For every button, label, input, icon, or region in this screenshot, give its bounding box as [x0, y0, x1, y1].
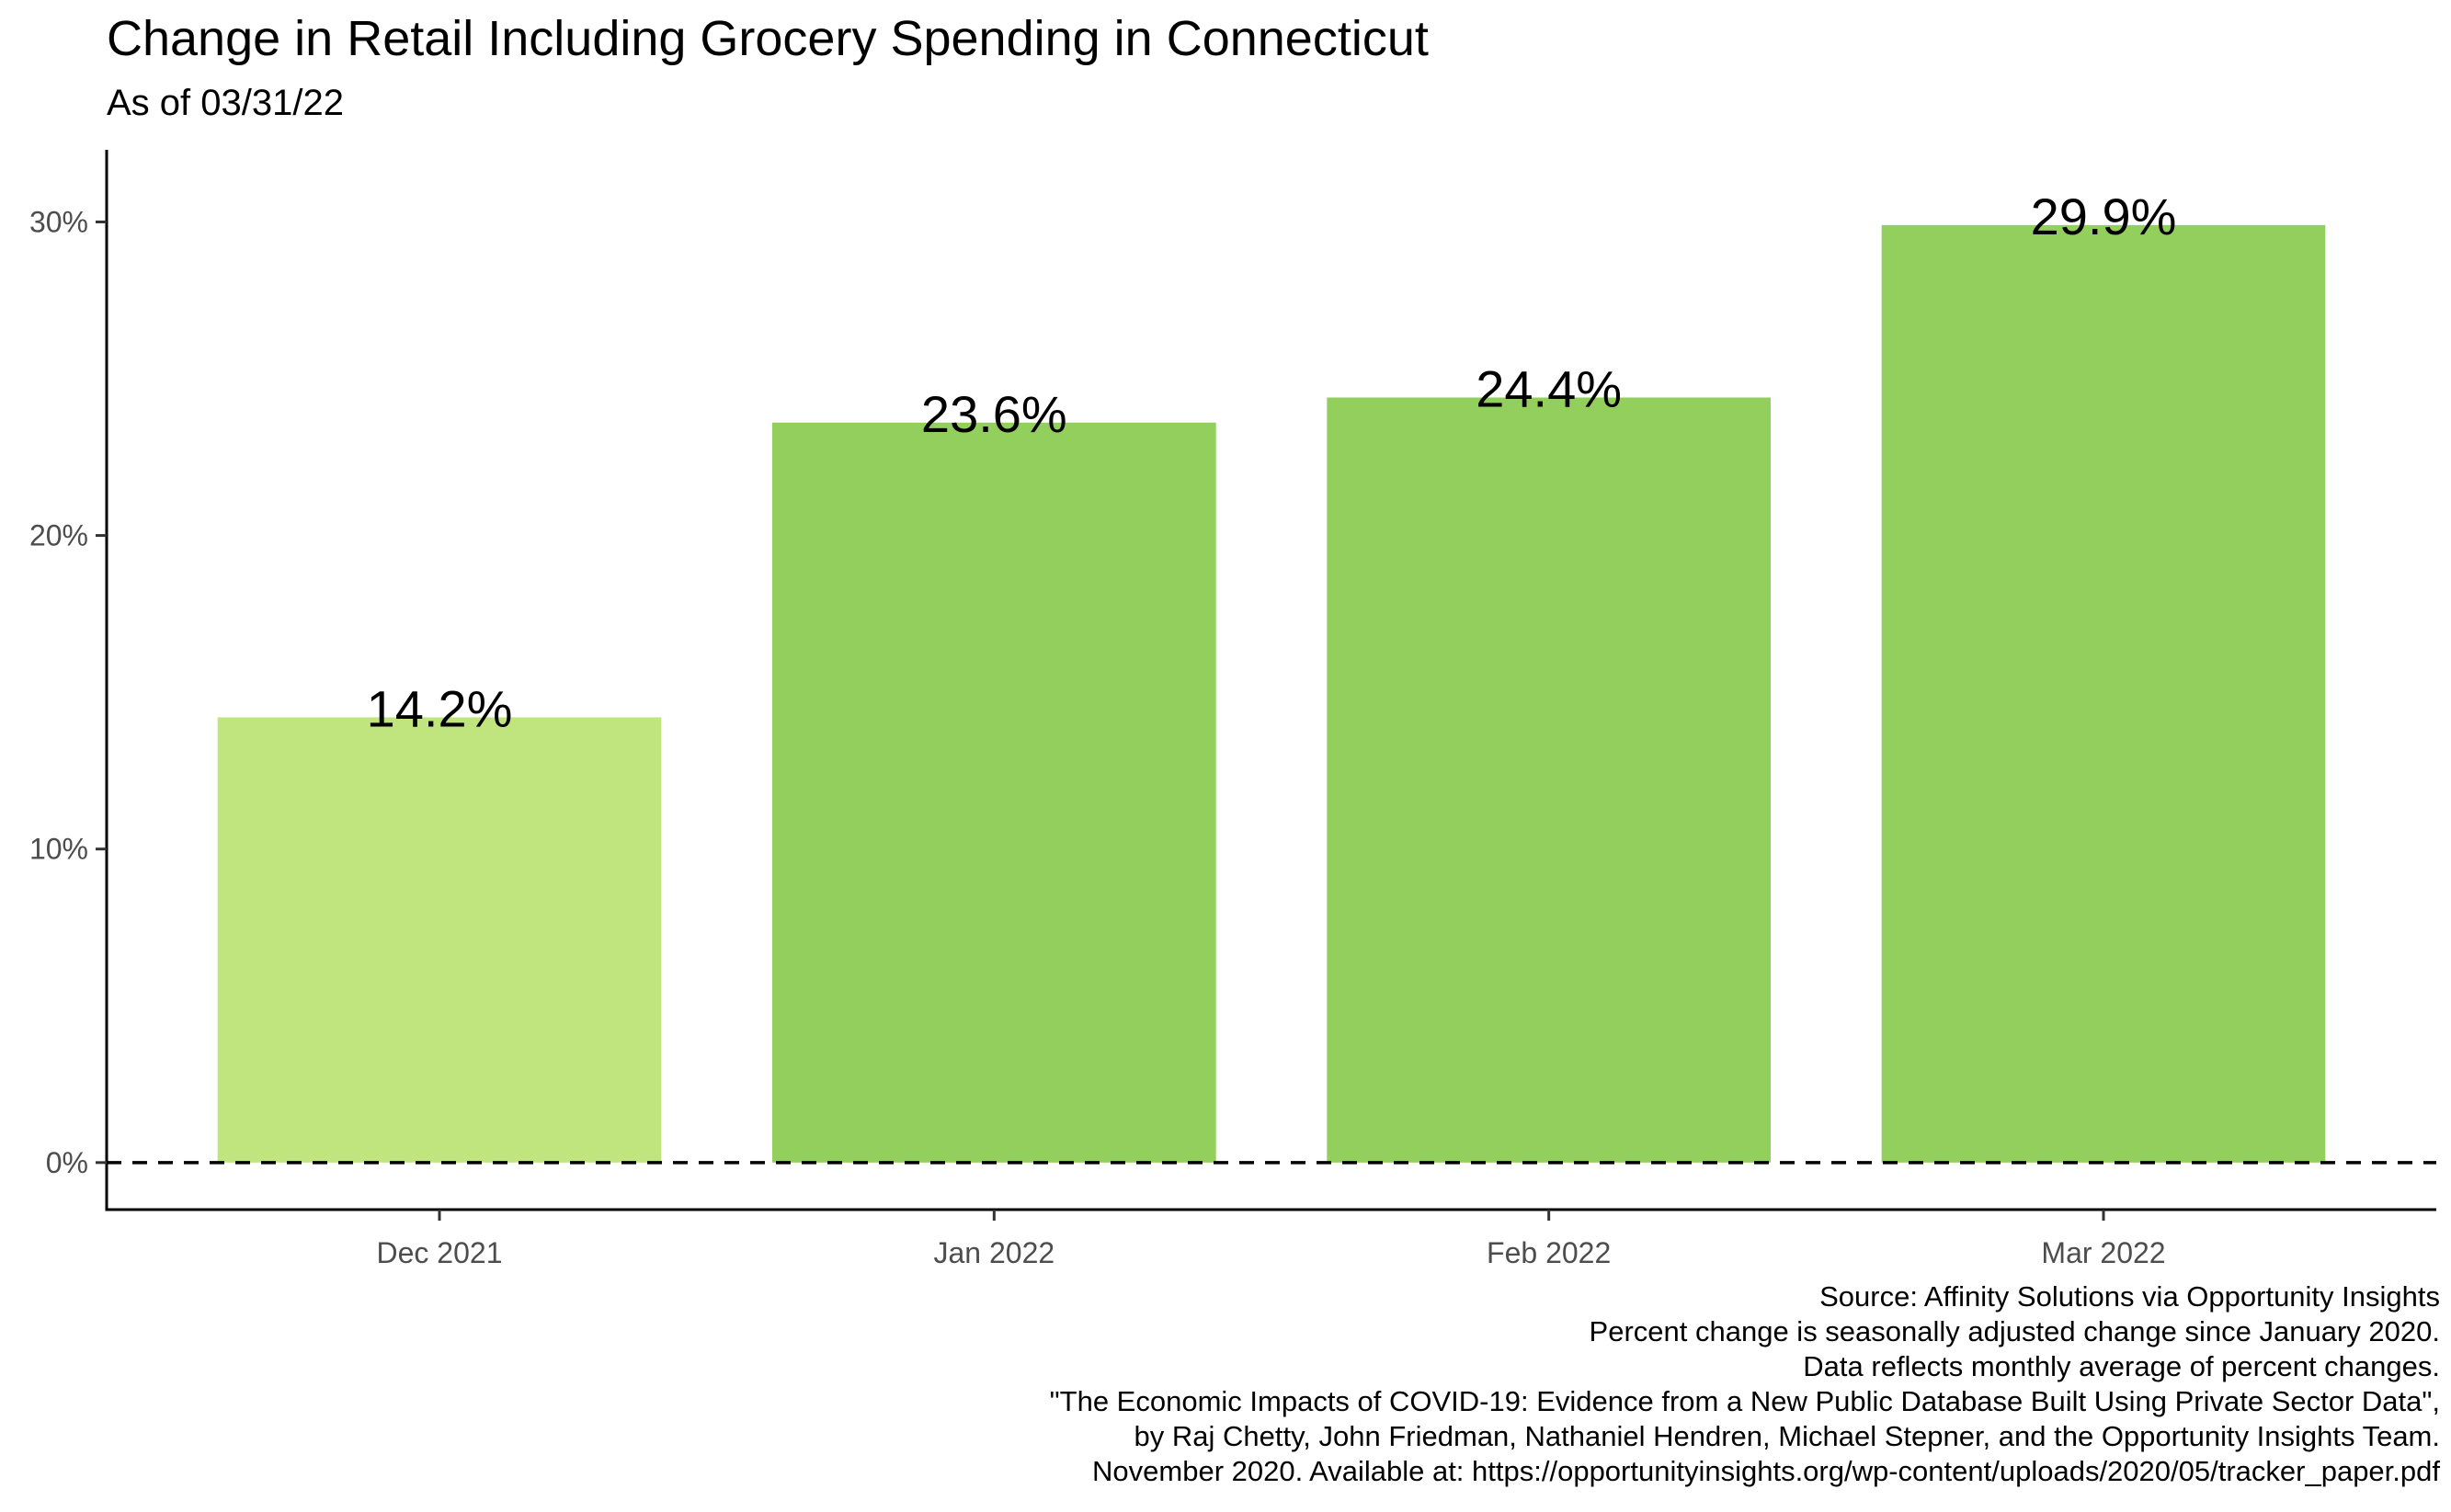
chart-caption: Source: Affinity Solutions via Opportuni…	[1050, 1279, 2440, 1489]
caption-line-authors: by Raj Chetty, John Friedman, Nathaniel …	[1134, 1420, 2440, 1452]
caption-line-method: Percent change is seasonally adjusted ch…	[1589, 1315, 2440, 1347]
x-tick-label-2: Jan 2022	[933, 1236, 1054, 1269]
value-label-2: 23.6%	[921, 385, 1067, 443]
y-tick-label-10: 10%	[29, 833, 88, 866]
x-tick-label-4: Mar 2022	[2041, 1236, 2165, 1269]
y-tick-label-0: 0%	[46, 1146, 88, 1179]
caption-line-source: Source: Affinity Solutions via Opportuni…	[1819, 1280, 2440, 1313]
bar-3	[1327, 397, 1771, 1163]
bar-chart: 14.2% 23.6% 24.4% 29.9% 0% 10% 20% 30% Dec 2021 J…	[29, 150, 2436, 1269]
x-tick-label-3: Feb 2022	[1487, 1236, 1611, 1269]
chart-title: Change in Retail Including Grocery Spend…	[107, 11, 1429, 66]
value-label-4: 29.9%	[2031, 188, 2177, 245]
caption-line-paper-title: "The Economic Impacts of COVID-19: Evide…	[1049, 1385, 2440, 1417]
chart-subtitle: As of 03/31/22	[107, 83, 344, 123]
y-tick-label-20: 20%	[29, 519, 88, 552]
bar-4	[1881, 224, 2326, 1163]
caption-line-monthly: Data reflects monthly average of percent…	[1803, 1350, 2440, 1382]
caption-line-url: November 2020. Available at: https://opp…	[1092, 1455, 2440, 1487]
y-tick-label-30: 30%	[29, 205, 88, 238]
value-label-3: 24.4%	[1476, 359, 1622, 417]
bar-1	[217, 717, 662, 1163]
value-label-1: 14.2%	[367, 679, 513, 737]
x-tick-label-1: Dec 2021	[377, 1236, 503, 1269]
bar-2	[772, 422, 1216, 1163]
